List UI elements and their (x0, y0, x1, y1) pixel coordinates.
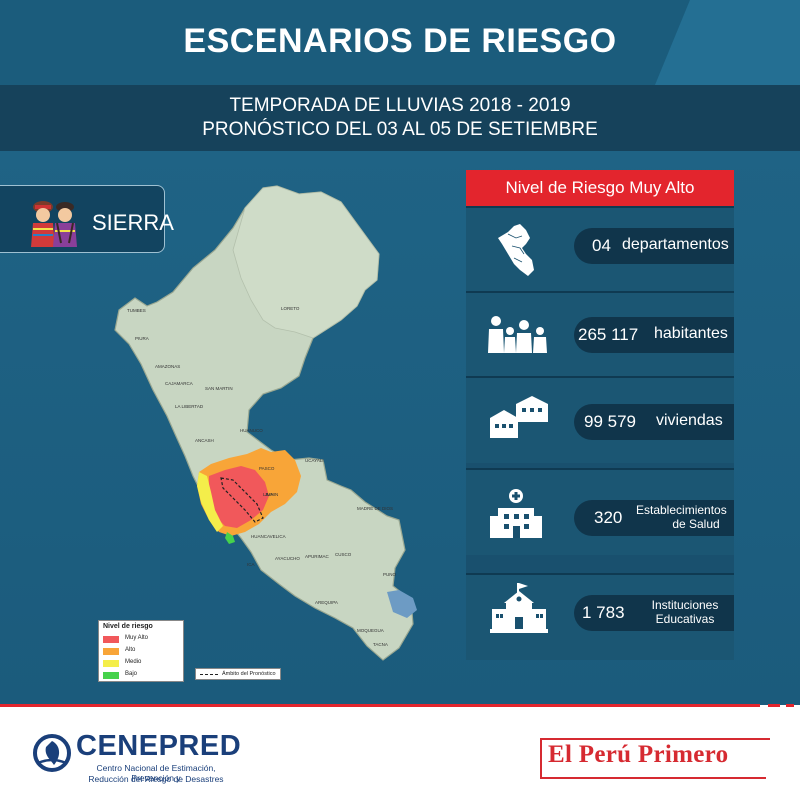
subtitle-season: TEMPORADA DE LLUVIAS 2018 - 2019 (229, 95, 571, 116)
stat-unit: departamentos (622, 236, 729, 253)
label-lima: LIMA (263, 492, 274, 497)
forecast-scope (220, 477, 264, 523)
peru-map-icon (498, 224, 534, 276)
risk-legend: Nivel de riesgo Muy Alto Alto Medio Bajo (98, 620, 184, 682)
label-tumbes: TUMBES (127, 308, 146, 313)
stat-value: 04 (592, 236, 611, 255)
label-junin: JUNIN (265, 492, 278, 497)
zone-bajo (225, 532, 235, 544)
subtitle-forecast: PRONÓSTICO DEL 03 AL 05 DE SETIEMBRE (202, 119, 598, 140)
title-decoration (0, 0, 800, 85)
region-badge (0, 185, 165, 253)
page-title: ESCENARIOS DE RIESGO (183, 22, 617, 60)
slogan-underline (540, 777, 766, 779)
dashed-line-icon (200, 674, 218, 675)
label-piura: PIURA (135, 336, 149, 341)
stat-unit: viviendas (656, 412, 723, 429)
school-icon (490, 583, 548, 633)
loreto-region (232, 185, 380, 339)
stat-pill (574, 595, 734, 631)
label-pasco: PASCO (259, 466, 275, 471)
lake-titicaca (387, 590, 417, 618)
legend-swatch (103, 672, 119, 679)
legend-label: Alto (125, 647, 136, 653)
stat-viviendas: 99 579 viviendas (466, 376, 734, 463)
legend-label: Medio (125, 659, 142, 665)
stat-pill (574, 404, 734, 440)
legend-swatch (103, 660, 119, 667)
forecast-scope-legend: Ámbito del Pronóstico (195, 668, 281, 680)
andean-people-icon (31, 201, 77, 247)
label-tacna: TACNA (373, 642, 388, 647)
cenepred-logo-icon (33, 734, 71, 772)
legend-swatch (103, 648, 119, 655)
stat-unit-line2: Educativas (655, 612, 715, 626)
label-madre-de-dios: MADRE DE DIOS (357, 506, 393, 511)
stat-departamentos: 04 departamentos (466, 206, 734, 293)
legend-label: Bajo (125, 671, 138, 677)
label-cajamarca: CAJAMARCA (165, 381, 193, 386)
label-huancavelica: HUANCAVELICA (251, 534, 286, 539)
stat-pill (574, 228, 734, 264)
stat-unit-line2: de Salud (672, 517, 720, 531)
region-label: SIERRA (92, 210, 174, 235)
stat-value: 320 (594, 508, 623, 527)
houses-icon (490, 396, 548, 438)
footer-red-dash (768, 704, 780, 707)
slogan-logo: El Perú Primero (548, 741, 729, 768)
legend-swatch (103, 636, 119, 643)
stat-pill (574, 317, 734, 353)
label-moquegua: MOQUEGUA (357, 628, 384, 633)
label-ayacucho: AYACUCHO (275, 556, 300, 561)
footer-red-rule (0, 704, 760, 707)
label-ancash: ANCASH (195, 438, 214, 443)
label-la-libertad: LA LIBERTAD (175, 404, 204, 409)
stat-value: 265 117 (578, 325, 639, 344)
label-loreto: LORETO (281, 306, 300, 311)
stat-unit: Establecimientos de Salud (636, 503, 727, 531)
cenepred-name: CENEPRED (76, 730, 242, 762)
label-ucayali: UCAYALI (305, 458, 324, 463)
label-apurimac: APURIMAC (305, 554, 330, 559)
label-cusco: CUSCO (335, 552, 352, 557)
legend-label: Muy Alto (125, 635, 149, 641)
cenepred-subtitle-line1: Centro Nacional de Estimación, Prevenció… (96, 763, 216, 783)
panel-header (466, 170, 734, 206)
label-ica: ICA (247, 562, 255, 567)
stat-habitantes: 265 117 habitantes (466, 291, 734, 378)
stat-establecimientos-salud: 320 Establecimientos de Salud (466, 468, 734, 555)
peru-risk-map: TUMBES PIURA LORETO AMAZONAS CAJAMARCA S… (114, 185, 417, 661)
panel-header-label: Nivel de Riesgo Muy Alto (505, 178, 695, 197)
stat-unit: habitantes (654, 325, 728, 342)
zone-muy-alto (209, 466, 269, 528)
stat-instituciones-educativas: 1 783 Instituciones Educativas (466, 573, 734, 660)
stat-value: 99 579 (584, 412, 636, 431)
label-puno: PUNO (383, 572, 397, 577)
label-arequipa: AREQUIPA (315, 600, 338, 605)
zone-medio (197, 472, 223, 532)
legend-title: Nivel de riesgo (103, 623, 153, 630)
hospital-icon (490, 489, 542, 538)
footer (0, 705, 800, 800)
scope-legend-label: Ámbito del Pronóstico (222, 671, 276, 677)
stat-pill (574, 500, 734, 536)
stat-unit-line1: Instituciones (651, 598, 719, 612)
label-huanuco: HUANUCO (240, 428, 263, 433)
slogan-frame (540, 738, 770, 778)
subtitle-band (0, 85, 800, 151)
label-amazonas: AMAZONAS (155, 364, 180, 369)
stat-value: 1 783 (582, 603, 625, 622)
footer-red-dash (786, 704, 794, 707)
stat-unit-line1: Establecimientos (636, 503, 727, 517)
stat-unit: Instituciones Educativas (640, 598, 730, 626)
cenepred-subtitle-line2: Reducción del Riesgo de Desastres (88, 774, 224, 784)
family-icon (488, 316, 547, 353)
label-san-martin: SAN MARTIN (205, 386, 233, 391)
